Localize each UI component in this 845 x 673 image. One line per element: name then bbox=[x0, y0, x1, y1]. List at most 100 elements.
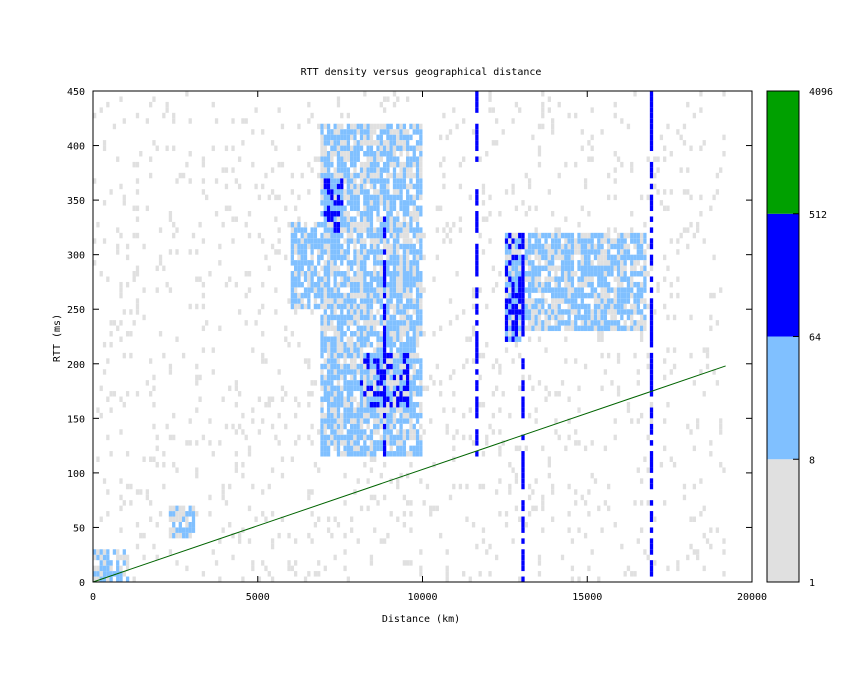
heatmap-cell bbox=[181, 505, 186, 512]
heatmap-cell bbox=[369, 156, 374, 162]
heatmap-cell bbox=[406, 287, 410, 293]
heatmap-cell bbox=[359, 287, 364, 293]
heatmap-cell bbox=[290, 232, 294, 239]
heatmap-cell bbox=[508, 489, 512, 495]
heatmap-cell bbox=[359, 183, 364, 190]
heatmap-cell bbox=[521, 516, 525, 522]
heatmap-cell bbox=[527, 260, 532, 266]
heatmap-cell bbox=[406, 347, 410, 353]
heatmap-cell bbox=[590, 320, 594, 326]
heatmap-cell bbox=[570, 276, 575, 282]
heatmap-cell bbox=[310, 232, 314, 239]
heatmap-cell bbox=[165, 423, 169, 430]
heatmap-cell bbox=[527, 511, 532, 517]
heatmap-cell bbox=[399, 369, 403, 375]
heatmap-cell bbox=[392, 145, 397, 152]
heatmap-cell bbox=[350, 298, 354, 304]
heatmap-cell bbox=[373, 440, 377, 446]
heatmap-cell bbox=[560, 271, 565, 277]
heatmap-cell bbox=[363, 412, 367, 419]
heatmap-cell bbox=[247, 538, 252, 544]
heatmap-cell bbox=[396, 516, 400, 522]
heatmap-cell bbox=[626, 407, 631, 413]
heatmap-cell bbox=[686, 167, 690, 173]
heatmap-cell bbox=[514, 287, 519, 293]
heatmap-cell bbox=[386, 129, 390, 135]
heatmap-cell bbox=[603, 303, 608, 310]
heatmap-cell bbox=[346, 325, 351, 332]
heatmap-cell bbox=[234, 429, 238, 435]
heatmap-cell bbox=[511, 309, 515, 315]
heatmap-cell bbox=[234, 401, 238, 408]
heatmap-cell bbox=[231, 167, 235, 173]
heatmap-cell bbox=[511, 292, 515, 299]
heatmap-cell bbox=[412, 331, 416, 337]
heatmap-cell bbox=[294, 440, 298, 446]
heatmap-cell bbox=[633, 500, 637, 506]
heatmap-cell bbox=[382, 391, 387, 397]
heatmap-cell bbox=[406, 221, 410, 228]
heatmap-cell bbox=[369, 374, 374, 381]
heatmap-cell bbox=[649, 456, 654, 462]
heatmap-cell bbox=[639, 500, 644, 506]
heatmap-cell bbox=[389, 161, 393, 168]
heatmap-cell bbox=[419, 287, 423, 293]
heatmap-cell bbox=[346, 211, 351, 217]
heatmap-cell bbox=[613, 418, 617, 424]
heatmap-cell bbox=[125, 243, 130, 250]
heatmap-cell bbox=[412, 123, 416, 130]
heatmap-cell bbox=[155, 434, 159, 441]
heatmap-cell bbox=[363, 189, 367, 195]
heatmap-cell bbox=[191, 511, 196, 517]
heatmap-cell bbox=[521, 309, 525, 315]
heatmap-cell bbox=[600, 298, 604, 304]
heatmap-cell bbox=[359, 232, 364, 239]
heatmap-cell bbox=[597, 336, 601, 342]
heatmap-cell bbox=[303, 292, 308, 299]
heatmap-cell bbox=[567, 260, 571, 266]
heatmap-cell bbox=[537, 314, 542, 321]
heatmap-cell bbox=[323, 385, 327, 392]
heatmap-cell bbox=[521, 505, 525, 512]
heatmap-cell bbox=[541, 101, 545, 108]
heatmap-cell bbox=[356, 401, 360, 408]
heatmap-cell bbox=[356, 211, 360, 217]
heatmap-cell bbox=[412, 352, 416, 359]
heatmap-cell bbox=[567, 309, 571, 315]
heatmap-cell bbox=[508, 325, 512, 332]
heatmap-cell bbox=[409, 560, 413, 566]
heatmap-cell bbox=[369, 451, 374, 457]
heatmap-cell bbox=[419, 243, 423, 250]
heatmap-cell bbox=[336, 401, 341, 408]
heatmap-cell bbox=[554, 232, 558, 239]
heatmap-cell bbox=[649, 325, 654, 332]
heatmap-cell bbox=[350, 445, 354, 452]
heatmap-cell bbox=[297, 123, 301, 130]
heatmap-cell bbox=[389, 151, 393, 157]
heatmap-cell bbox=[168, 211, 173, 217]
heatmap-cell bbox=[547, 325, 551, 332]
heatmap-cell bbox=[462, 309, 466, 315]
heatmap-cell bbox=[369, 391, 374, 397]
heatmap-cell bbox=[412, 336, 416, 342]
heatmap-cell bbox=[340, 260, 344, 266]
heatmap-cell bbox=[152, 96, 156, 102]
heatmap-cell bbox=[142, 456, 146, 462]
heatmap-cell bbox=[649, 385, 654, 392]
heatmap-cell bbox=[343, 500, 347, 506]
heatmap-cell bbox=[343, 281, 347, 288]
heatmap-cell bbox=[709, 451, 713, 457]
heatmap-cell bbox=[402, 374, 407, 381]
heatmap-cell bbox=[475, 287, 479, 293]
heatmap-cell bbox=[402, 161, 407, 168]
heatmap-cell bbox=[518, 320, 522, 326]
heatmap-cell bbox=[399, 178, 403, 184]
heatmap-cell bbox=[336, 167, 341, 173]
heatmap-cell bbox=[356, 271, 360, 277]
y-tick-label: 150 bbox=[67, 414, 85, 425]
heatmap-cell bbox=[356, 407, 360, 413]
heatmap-cell bbox=[386, 189, 390, 195]
heatmap-cell bbox=[350, 303, 354, 310]
heatmap-cell bbox=[524, 243, 528, 250]
heatmap-cell bbox=[715, 320, 720, 326]
